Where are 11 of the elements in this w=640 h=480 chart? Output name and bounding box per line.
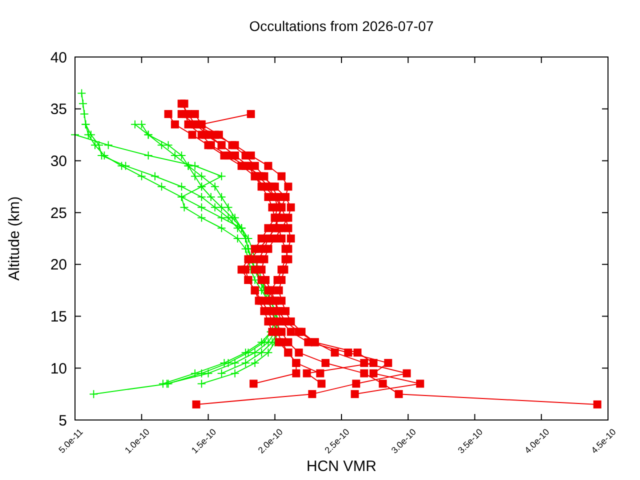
y-tick-label: 35 bbox=[50, 101, 67, 118]
y-tick-label: 25 bbox=[50, 204, 67, 222]
x-axis-title: HCN VMR bbox=[306, 458, 377, 475]
y-tick-label: 40 bbox=[50, 49, 67, 66]
chart-title: Occultations from 2026-07-07 bbox=[249, 18, 434, 34]
y-tick-label: 10 bbox=[50, 360, 67, 378]
y-tick-label: 20 bbox=[50, 256, 67, 274]
y-axis-title: Altitude (km) bbox=[6, 196, 23, 281]
y-tick-label: 15 bbox=[50, 308, 67, 326]
y-tick-label: 5 bbox=[58, 412, 67, 430]
y-tick-label: 30 bbox=[50, 152, 67, 170]
